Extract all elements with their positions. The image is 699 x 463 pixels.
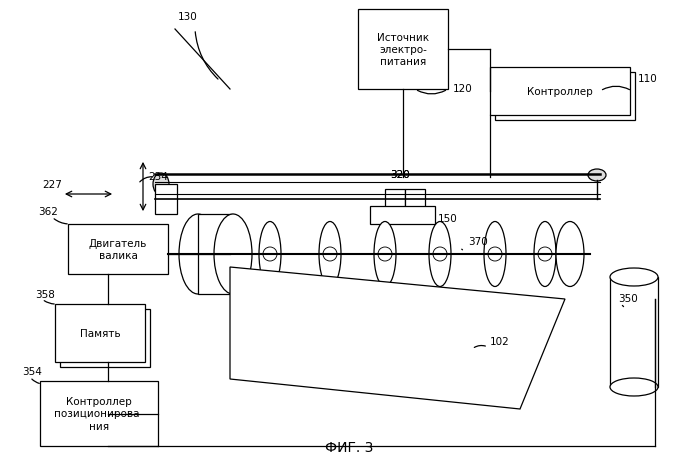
Text: Память: Память: [80, 328, 120, 338]
Ellipse shape: [610, 378, 658, 396]
Ellipse shape: [534, 222, 556, 287]
Polygon shape: [230, 268, 565, 409]
Ellipse shape: [588, 169, 606, 181]
Bar: [198, 214, 233, 294]
Text: 130: 130: [178, 12, 198, 22]
Text: 320: 320: [390, 169, 410, 180]
Ellipse shape: [179, 214, 217, 294]
Text: ФИГ. 3: ФИГ. 3: [325, 440, 374, 454]
Text: Двигатель
валика: Двигатель валика: [89, 238, 147, 261]
Text: Контроллер: Контроллер: [527, 87, 593, 97]
Text: Источник
электро-
питания: Источник электро- питания: [377, 32, 429, 67]
Bar: [370, 206, 435, 225]
Ellipse shape: [378, 247, 392, 262]
Ellipse shape: [538, 247, 552, 262]
Text: Контроллер
позиционирова-
ния: Контроллер позиционирова- ния: [55, 396, 143, 431]
Text: 227: 227: [42, 180, 62, 189]
Ellipse shape: [259, 222, 281, 287]
Ellipse shape: [323, 247, 337, 262]
Text: 150: 150: [438, 213, 458, 224]
Text: 120: 120: [453, 84, 473, 94]
Bar: [358, 10, 448, 90]
Bar: [68, 225, 168, 275]
Text: 102: 102: [490, 336, 510, 346]
Bar: [490, 68, 630, 116]
Bar: [405, 189, 425, 210]
Ellipse shape: [433, 247, 447, 262]
Ellipse shape: [374, 222, 396, 287]
Bar: [155, 185, 177, 214]
Ellipse shape: [319, 222, 341, 287]
Ellipse shape: [484, 222, 506, 287]
Bar: [40, 381, 158, 446]
Text: 354: 354: [22, 366, 42, 376]
Bar: [495, 73, 635, 121]
Bar: [55, 304, 145, 362]
Text: 320: 320: [390, 169, 410, 180]
Ellipse shape: [610, 269, 658, 287]
Bar: [60, 309, 150, 367]
Ellipse shape: [556, 222, 584, 287]
Bar: [610, 277, 658, 387]
Text: 350: 350: [618, 294, 637, 303]
Text: 370: 370: [468, 237, 488, 246]
Text: 110: 110: [638, 74, 658, 84]
Text: 362: 362: [38, 206, 58, 217]
Ellipse shape: [429, 222, 451, 287]
Ellipse shape: [263, 247, 277, 262]
Ellipse shape: [153, 174, 169, 195]
Ellipse shape: [214, 214, 252, 294]
Text: 358: 358: [35, 289, 55, 300]
Bar: [385, 189, 405, 210]
Text: 234: 234: [148, 172, 168, 181]
Ellipse shape: [488, 247, 502, 262]
